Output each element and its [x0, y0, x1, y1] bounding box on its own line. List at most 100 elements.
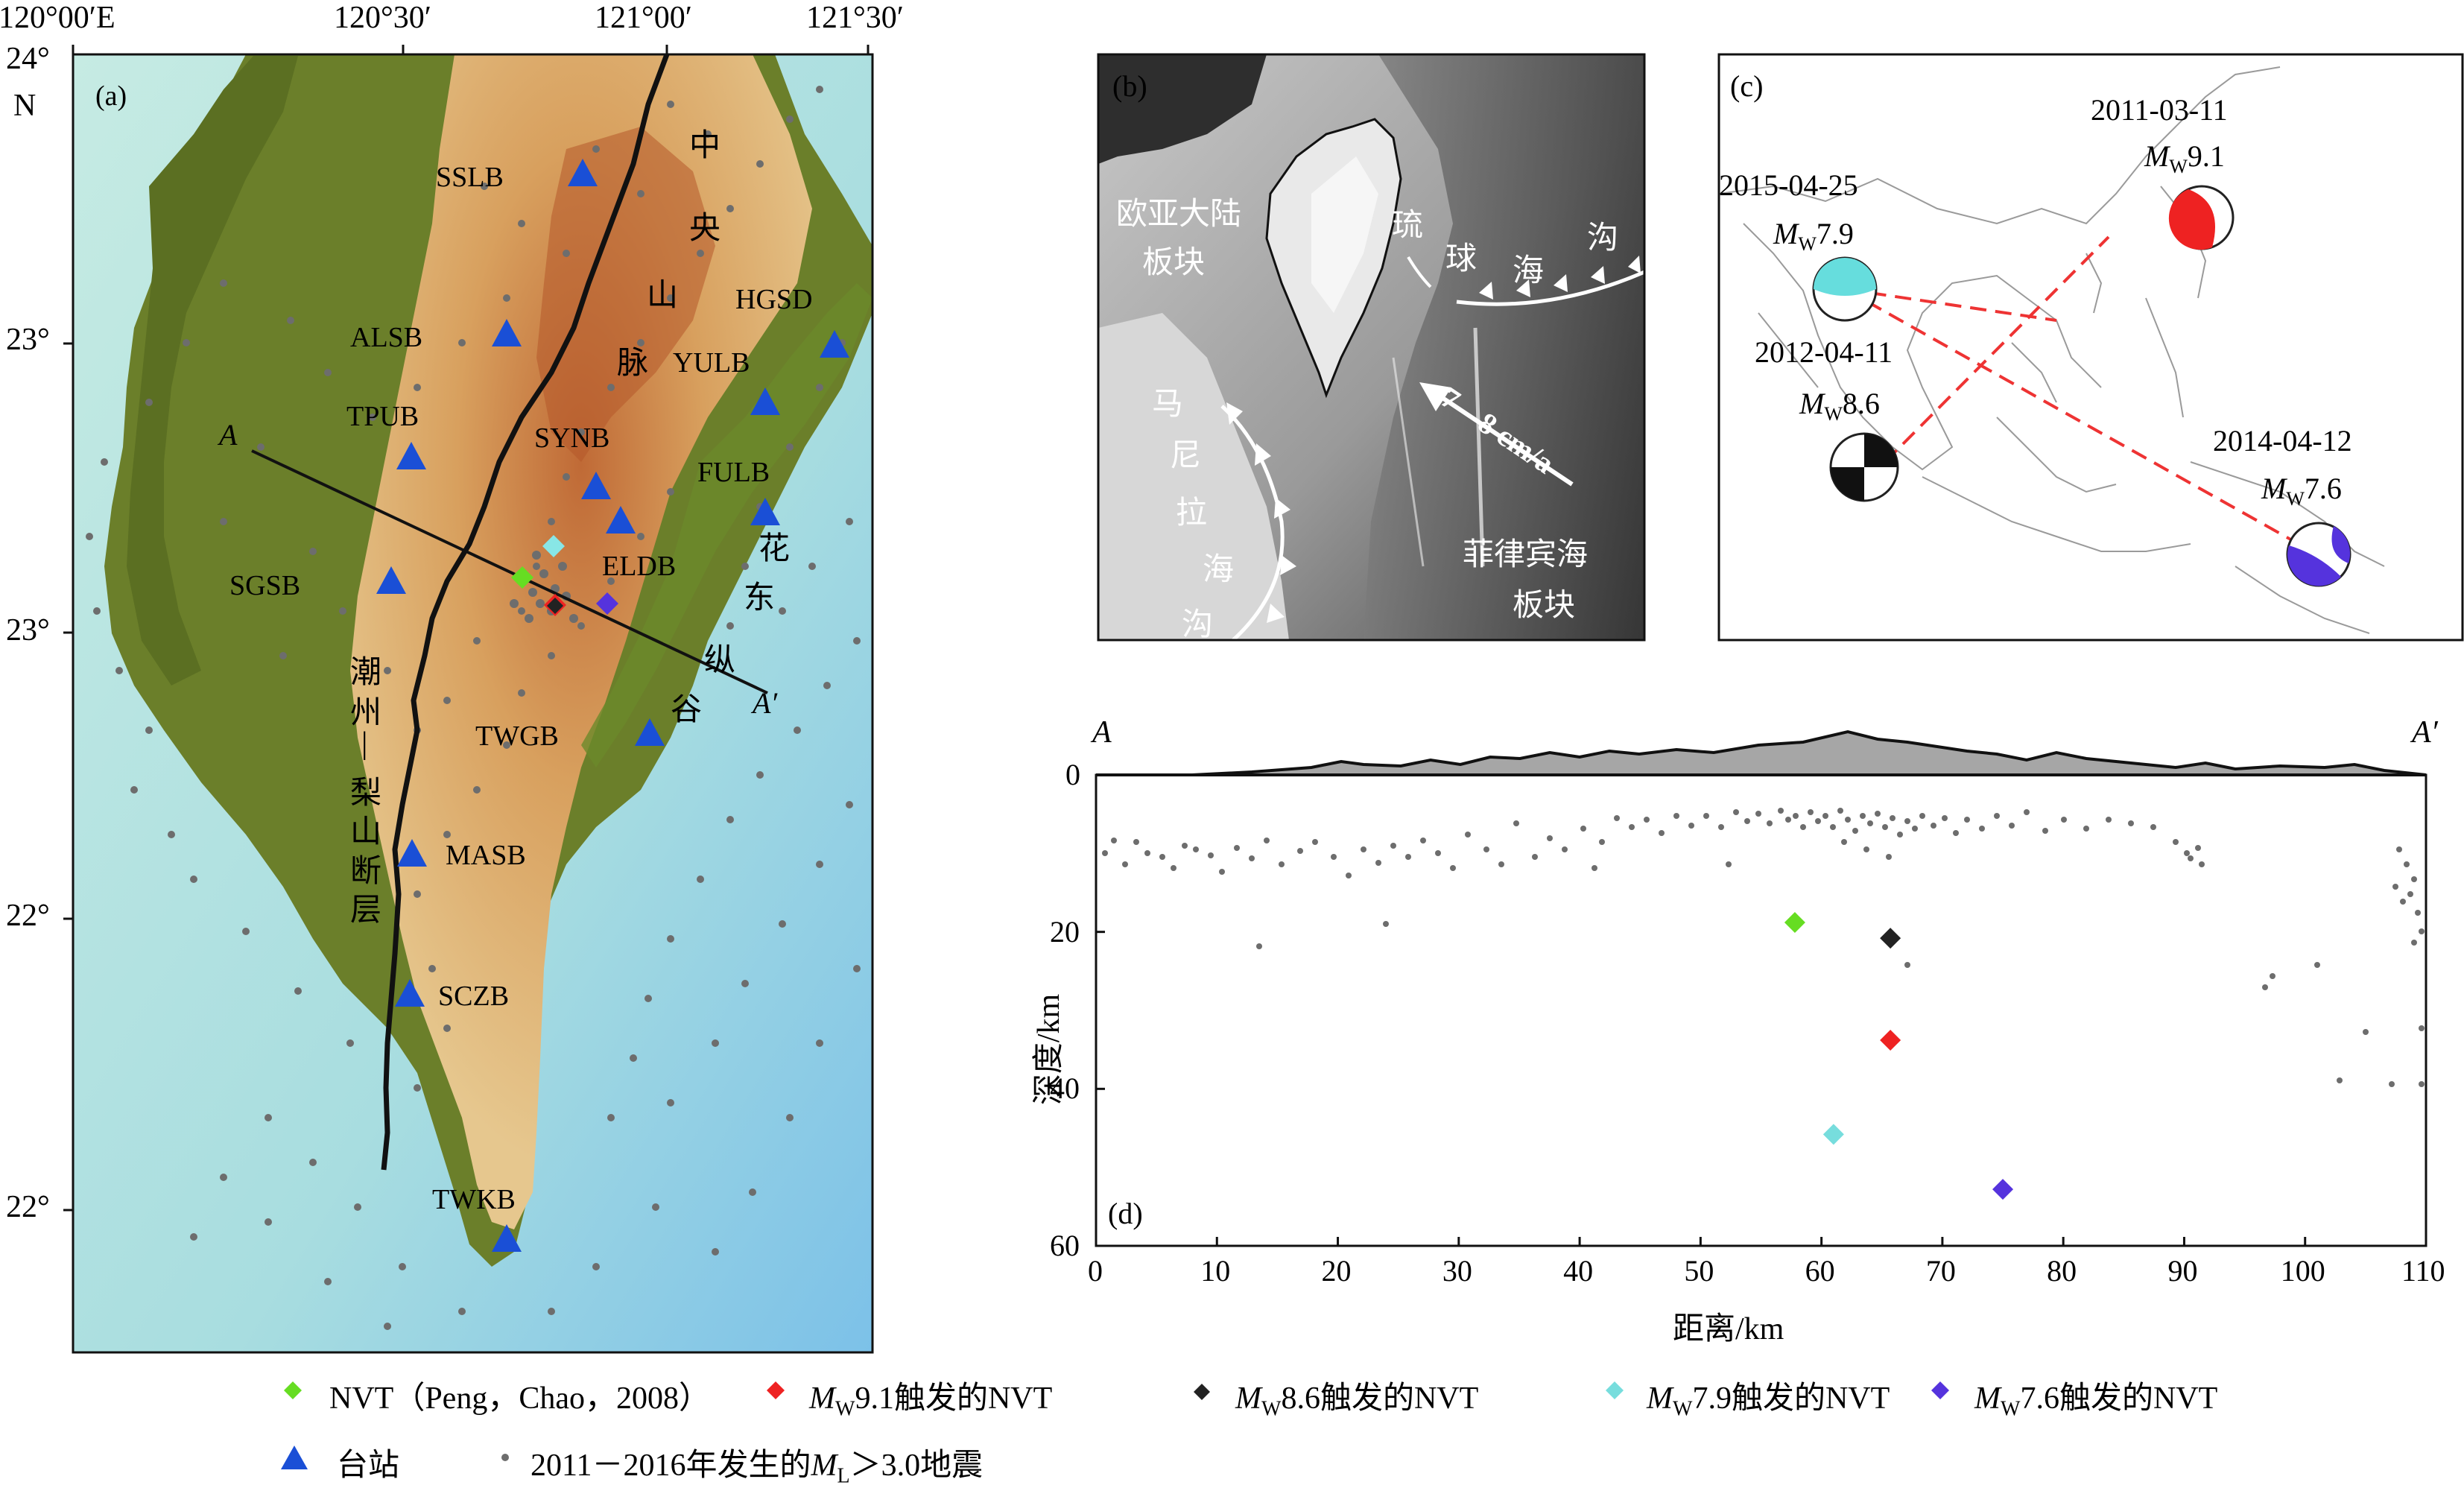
legend-quake-label: 2011－2016年发生的ML＞3.0地震 — [531, 1440, 983, 1488]
ryukyu-char-3: 海 — [1513, 254, 1545, 288]
x-tick-label: 110 — [2401, 1254, 2445, 1288]
legend-text: 7.9触发的NVT — [1692, 1381, 1890, 1416]
fault-char-3: | — [361, 726, 368, 761]
cmr-char-1: 中 — [689, 129, 721, 163]
profile-earthquakes — [1102, 808, 2425, 1087]
fault-char-4: 梨 — [350, 776, 382, 811]
station-yulb: YULB — [673, 347, 750, 379]
central-range — [350, 54, 812, 1229]
nvt-marker-1 — [1880, 1030, 1901, 1051]
legend-text: 8.6触发的NVT — [1281, 1381, 1479, 1416]
panel-c-label: (c) — [1730, 69, 1764, 103]
legend-station-triangle — [281, 1446, 308, 1469]
legend-item-4: MW7.9触发的NVT — [1647, 1373, 1890, 1421]
panel-b-frame — [1097, 53, 1646, 642]
station-fulb: FULB — [697, 457, 770, 488]
legend-diamond-cyan — [1606, 1381, 1624, 1399]
lon-tick-2: 120°30′ — [334, 1, 431, 35]
fault-char-1: 潮 — [350, 656, 382, 690]
panel-d-label: (d) — [1108, 1197, 1143, 1230]
map-nvt-purple — [596, 592, 618, 615]
manila-trench — [1220, 405, 1285, 640]
legend-text: 9.1触发的NVT — [855, 1381, 1053, 1416]
legend-diamond-green — [284, 1381, 302, 1399]
quake-sub: L — [837, 1464, 850, 1488]
profile-d-end: A′ — [2412, 715, 2438, 750]
beachball-2011 — [2168, 185, 2235, 250]
lat-unit: N — [13, 89, 37, 123]
nvt-marker-3 — [1822, 1124, 1844, 1145]
ryukyu-char-4: 沟 — [1587, 221, 1619, 256]
mag-sub: W — [2286, 488, 2305, 510]
cmr-char-2: 央 — [689, 212, 721, 246]
nvt-marker-0 — [1784, 912, 1805, 934]
manila-char-1: 马 — [1152, 387, 1184, 422]
legend-item-1: NVT（Peng，Chao，2008） — [329, 1381, 710, 1416]
y-tick-label: 60 — [1050, 1229, 1080, 1262]
x-tick-label: 40 — [1563, 1254, 1594, 1288]
profile-d-start: A — [1092, 715, 1112, 750]
x-tick-label: 90 — [2167, 1254, 2198, 1288]
chaochou-lishan-fault — [381, 54, 670, 1171]
eurasia-line-1: 欧亚大陆 — [1116, 197, 1242, 232]
event-2012-date: 2012-04-11 — [1755, 335, 1893, 369]
y-tick-label: 0 — [1065, 758, 1080, 791]
lat-tick-4: 22° — [6, 899, 50, 933]
station-sczb: SCZB — [438, 981, 510, 1012]
legend-item-5: MW7.6触发的NVT — [1974, 1373, 2217, 1421]
profile-line — [251, 449, 768, 694]
event-2015-mag: MW7.9 — [1773, 216, 1854, 256]
x-tick-label: 0 — [1088, 1254, 1103, 1288]
manila-char-3: 拉 — [1176, 496, 1208, 531]
legend-diamond-red — [767, 1381, 785, 1399]
profile-a-end: A′ — [753, 686, 778, 720]
fault-char-7: 层 — [350, 893, 382, 928]
mag-value: 8.6 — [1842, 387, 1880, 420]
beachball-2015 — [1812, 256, 1878, 322]
cmr-char-4: 脉 — [617, 346, 649, 381]
x-tick-label: 60 — [1805, 1254, 1835, 1288]
lat-tick-2: 23° — [6, 323, 50, 357]
valley-char-4: 谷 — [671, 693, 703, 727]
mag-value: 7.6 — [2304, 472, 2342, 505]
ryukyu-trench — [1456, 270, 1644, 306]
valley-char-2: 东 — [744, 581, 776, 615]
mag-sub: W — [2169, 156, 2188, 177]
fault-char-6: 断 — [350, 855, 382, 889]
manila-char-2: 尼 — [1170, 439, 1202, 473]
map-nvt-green — [511, 566, 533, 589]
station-triangles — [376, 159, 849, 1252]
station-tpub: TPUB — [346, 401, 419, 432]
earthquake-dots-map — [86, 86, 861, 1330]
x-tick-label: 70 — [1925, 1254, 1956, 1288]
lon-tick-4: 121°30′ — [806, 1, 904, 35]
y-tick-label: 20 — [1050, 914, 1080, 949]
x-tick-label: 50 — [1684, 1254, 1714, 1288]
lat-tick-3: 23° — [6, 613, 50, 648]
x-tick-label: 10 — [1200, 1254, 1231, 1288]
station-alsb: ALSB — [350, 322, 423, 353]
event-2014-date: 2014-04-12 — [2213, 424, 2352, 458]
legend-m: M — [809, 1381, 835, 1416]
mag-prefix: M — [2261, 472, 2287, 505]
y-tick-label: 40 — [1050, 1071, 1080, 1106]
x-tick-label: 20 — [1321, 1254, 1352, 1288]
beachball-2012 — [1829, 432, 1899, 502]
station-eldb: ELDB — [602, 551, 677, 582]
mag-value: 9.1 — [2187, 139, 2225, 173]
manila-char-4: 海 — [1203, 553, 1235, 587]
station-sgsb: SGSB — [229, 570, 301, 601]
legend-w: W — [2001, 1397, 2021, 1421]
lat-tick-5: 22° — [6, 1190, 50, 1224]
legend-m: M — [1647, 1381, 1673, 1416]
nvt-marker-2 — [1880, 928, 1901, 949]
legend-text: 7.6触发的NVT — [2020, 1381, 2218, 1416]
event-links — [1844, 235, 2318, 556]
event-2014-mag: MW7.6 — [2261, 471, 2342, 510]
station-hgsd: HGSD — [735, 284, 813, 315]
quake-post: ＞3.0地震 — [849, 1449, 984, 1483]
legend-diamond-black — [1194, 1384, 1210, 1400]
event-2011-mag: MW9.1 — [2144, 139, 2225, 178]
legend-w: W — [835, 1397, 855, 1421]
